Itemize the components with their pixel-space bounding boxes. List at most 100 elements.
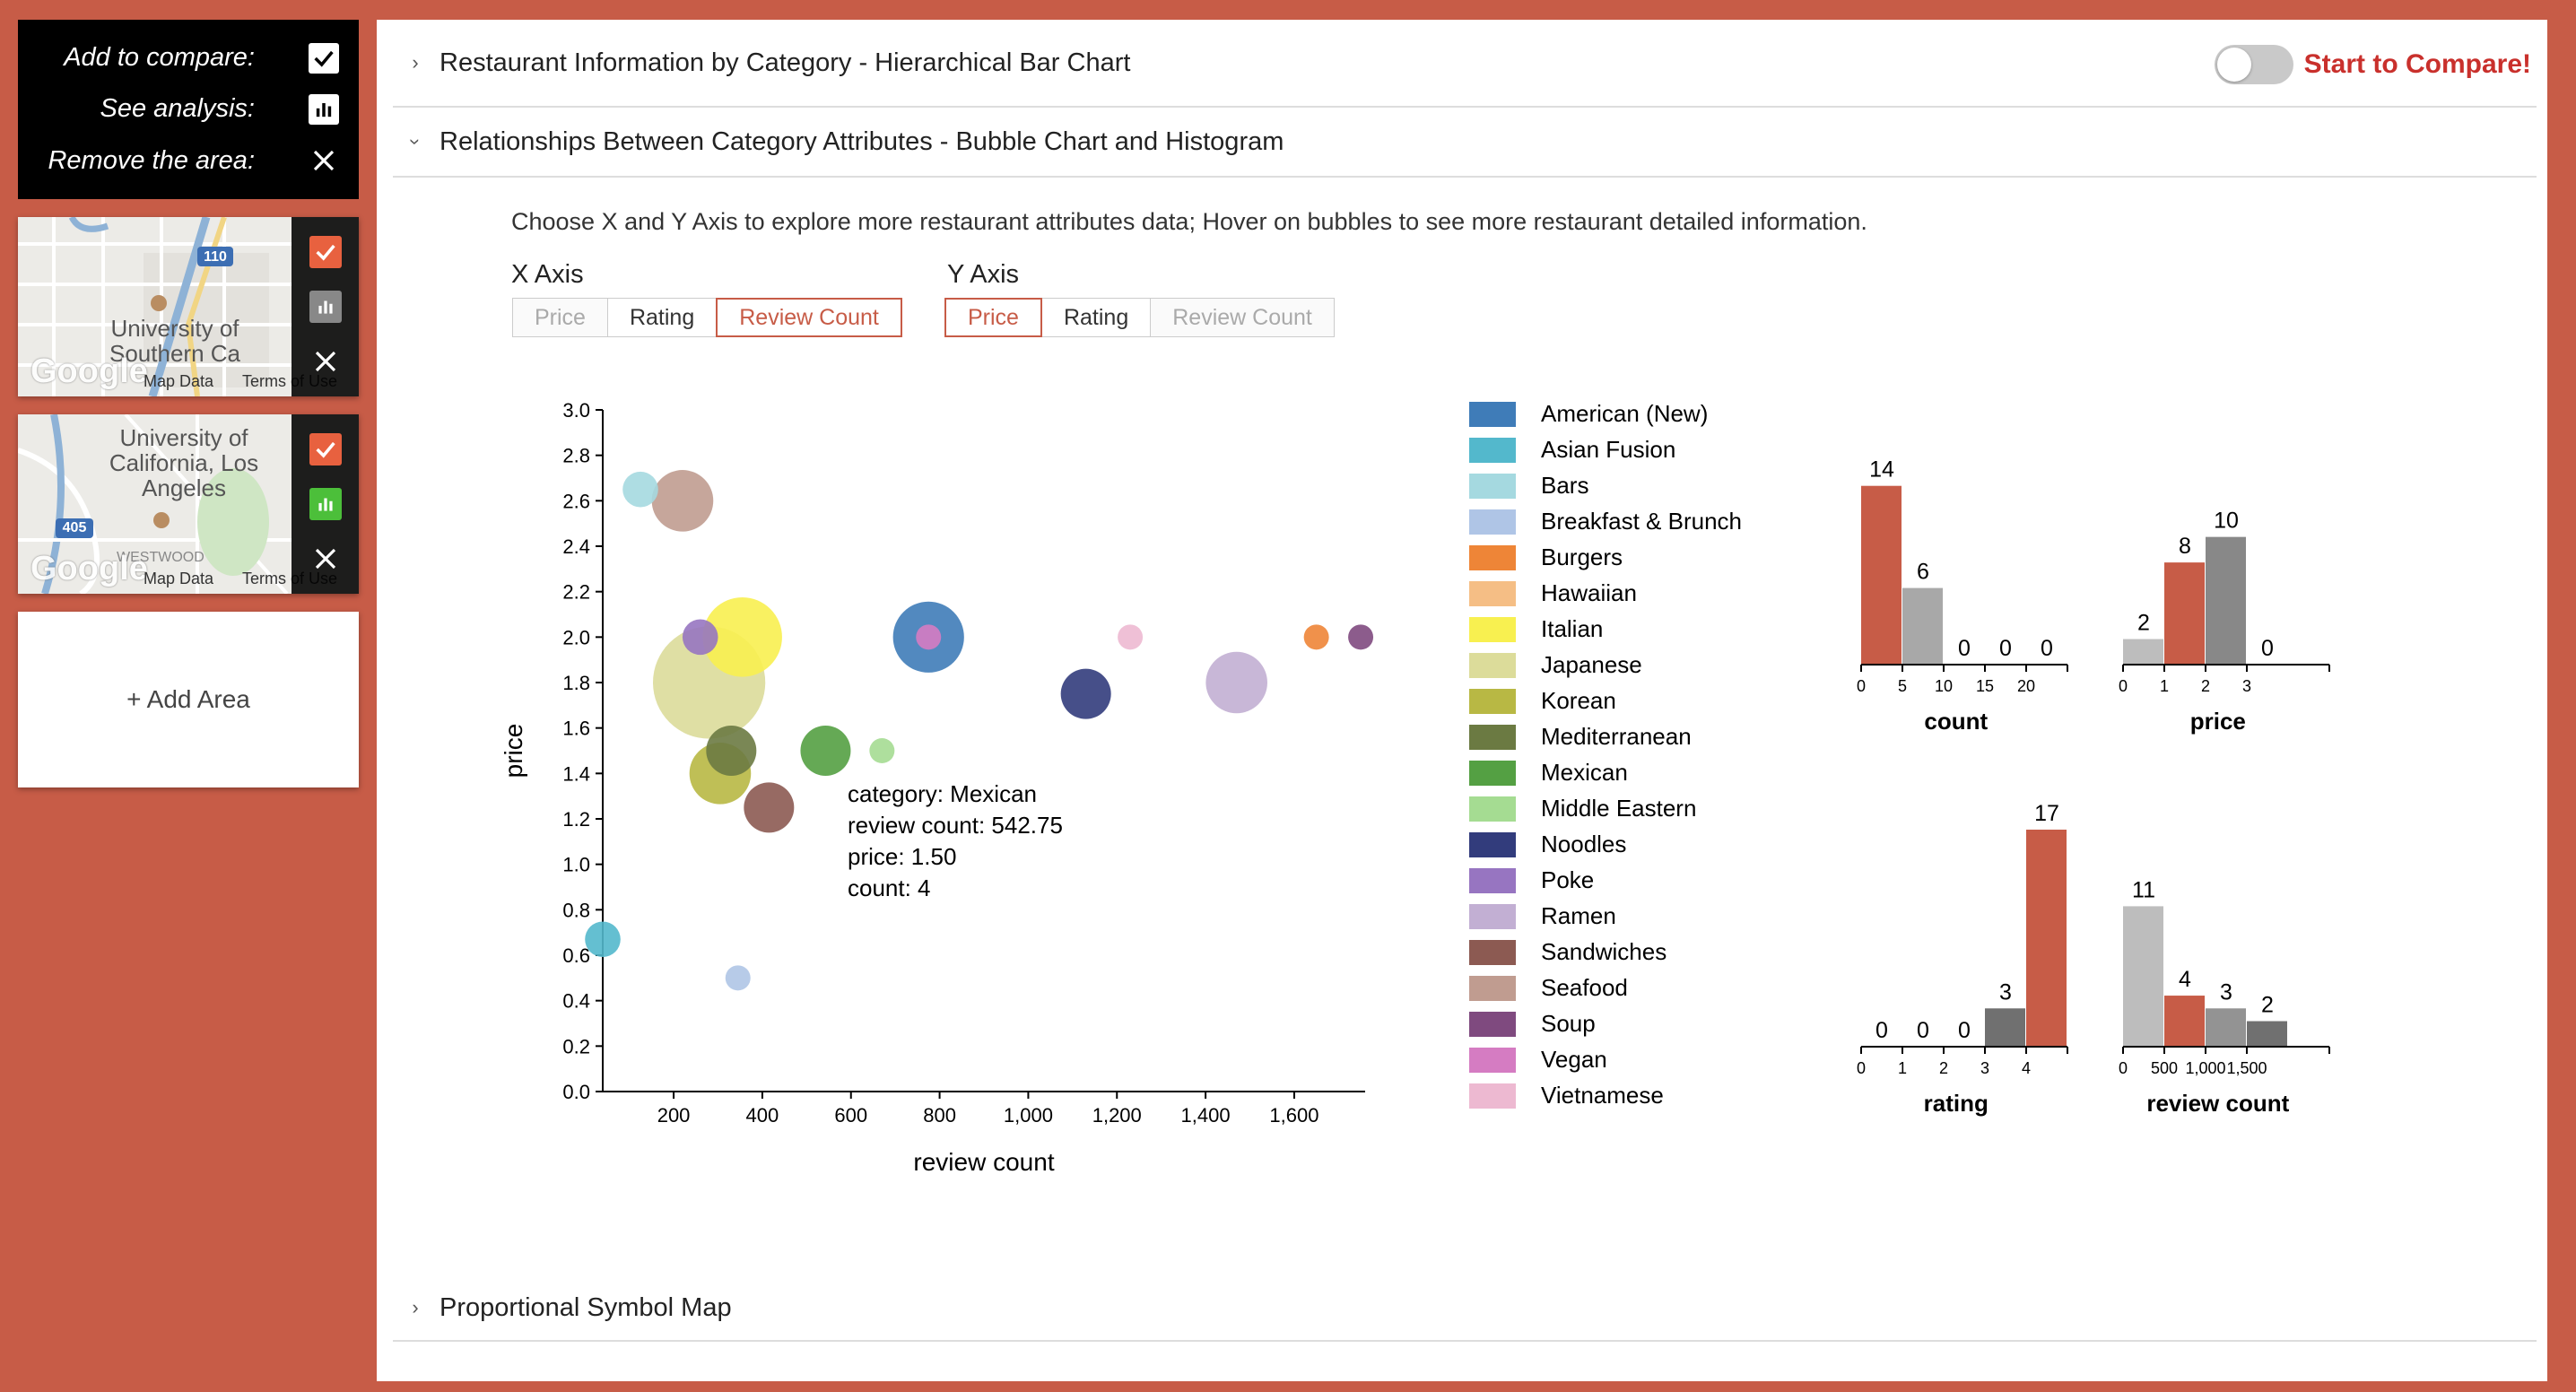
add-area-button[interactable]: + Add Area <box>18 612 359 787</box>
legend-swatch <box>1469 761 1516 786</box>
hist-tick-label: 20 <box>2017 677 2035 695</box>
legend-swatch <box>1469 617 1516 642</box>
hist-value-label: 0 <box>1875 1018 1888 1043</box>
y-axis-option-rating[interactable]: Rating <box>1040 298 1152 337</box>
hist-tick-label: 2 <box>2201 677 2210 695</box>
bubble-ramen <box>1205 651 1267 714</box>
legend-swatch <box>1469 1012 1516 1037</box>
hist-value-label: 0 <box>1958 636 1971 661</box>
legend-swatch <box>1469 725 1516 750</box>
y-tick-label: 1.8 <box>562 672 590 694</box>
map-data-link[interactable]: Map Data <box>144 570 214 587</box>
compare-toggle[interactable] <box>2214 45 2293 84</box>
legend-label: Mediterranean <box>1541 723 1692 750</box>
y-tick-label: 1.4 <box>562 762 590 785</box>
map-data-link[interactable]: Map Data <box>144 372 214 390</box>
chevron-right-icon: › <box>412 1296 419 1318</box>
area-title: University of Southern Ca <box>109 315 240 367</box>
section-header-bar-chart[interactable]: › Restaurant Information by Category - H… <box>393 20 2537 108</box>
x-tick-label: 1,000 <box>1004 1104 1053 1127</box>
analysis-button[interactable] <box>309 487 342 520</box>
chevron-down-icon: › <box>405 138 427 145</box>
hist-value-label: 8 <box>2179 534 2191 559</box>
hist-bar <box>1902 587 1943 665</box>
y-tick-label: 1.0 <box>562 854 590 876</box>
y-tick-label: 3.0 <box>562 399 590 422</box>
hist-bar <box>2206 1008 2246 1047</box>
start-compare-label[interactable]: Start to Compare! <box>2303 49 2531 79</box>
section-header-bubble-chart[interactable]: › Relationships Between Category Attribu… <box>393 108 2537 178</box>
y-tick-label: 0.4 <box>562 990 590 1013</box>
map-thumbnail[interactable] <box>18 217 292 396</box>
legend-label: Noodles <box>1541 831 1626 857</box>
y-tick-label: 2.4 <box>562 535 590 558</box>
section-header-symbol-map[interactable]: › Proportional Symbol Map <box>393 1275 2537 1342</box>
legend-row-remove: Remove the area: <box>38 145 339 176</box>
compare-checkbox[interactable] <box>309 432 342 465</box>
bubble-noodles <box>1060 668 1111 719</box>
area-title: University of California, Los Angeles <box>109 424 259 501</box>
compare-checkbox[interactable] <box>309 235 342 268</box>
legend-swatch <box>1469 474 1516 499</box>
hist-tick-label: 3 <box>1980 1059 1989 1077</box>
y-axis-option-price[interactable]: Price <box>944 298 1042 337</box>
hist-value-label: 2 <box>2261 993 2274 1018</box>
remove-area-button[interactable] <box>309 345 342 378</box>
map-badge-405: 405 <box>62 520 87 535</box>
legend-label: Breakfast & Brunch <box>1541 508 1742 535</box>
hist-tick-label: 1 <box>2160 677 2169 695</box>
y-tick-label: 2.0 <box>562 626 590 648</box>
bubble-japanese <box>652 626 766 739</box>
hist-value-label: 14 <box>1869 457 1894 483</box>
legend-label: Soup <box>1541 1010 1596 1037</box>
legend-swatch <box>1469 796 1516 822</box>
hist-tick-label: 1,000 <box>2185 1059 2225 1077</box>
legend-label: Japanese <box>1541 651 1642 678</box>
bubble-vietnamese <box>1118 624 1144 650</box>
bubble-seafood <box>651 470 714 532</box>
hist-tick-label: 0 <box>2119 1059 2128 1077</box>
legend-swatch <box>1469 868 1516 893</box>
legend-label: Italian <box>1541 615 1603 642</box>
y-tick-label: 2.8 <box>562 445 590 467</box>
hist-bar <box>2206 536 2246 665</box>
legend-swatch <box>1469 402 1516 427</box>
tooltip-review-count: review count: 542.75 <box>848 812 1063 839</box>
x-axis-option-rating[interactable]: Rating <box>606 298 718 337</box>
map-thumbnail[interactable] <box>18 414 292 594</box>
legend-swatch <box>1469 581 1516 606</box>
hist-tick-label: 5 <box>1898 677 1907 695</box>
legend-label: Poke <box>1541 866 1594 893</box>
bubble-burgers <box>1303 624 1329 650</box>
x-axis-option-price: Price <box>512 298 608 337</box>
bubble-mexican <box>800 726 851 776</box>
analysis-button[interactable] <box>309 290 342 323</box>
legend-swatch <box>1469 976 1516 1001</box>
bubble-soup <box>1348 624 1374 650</box>
hist-value-label: 0 <box>2041 636 2053 661</box>
instruction-text: Choose X and Y Axis to explore more rest… <box>511 208 1867 235</box>
hist-value-label: 4 <box>2179 967 2191 992</box>
legend-label: Burgers <box>1541 544 1623 570</box>
hist-bar <box>2123 639 2163 665</box>
area-card-ucla[interactable]: 405 University of California, Los Angele… <box>18 414 359 594</box>
bubble-mediterranean <box>706 726 757 776</box>
legend-swatch <box>1469 438 1516 463</box>
remove-area-label: Remove the area: <box>48 145 255 175</box>
legend-label: Mexican <box>1541 759 1628 786</box>
legend-label: Middle Eastern <box>1541 795 1696 822</box>
y-tick-label: 0.8 <box>562 899 590 921</box>
remove-area-button[interactable] <box>309 543 342 575</box>
y-tick-label: 0.6 <box>562 944 590 967</box>
x-tick-label: 1,600 <box>1269 1104 1318 1127</box>
x-axis-option-review-count[interactable]: Review Count <box>716 298 902 337</box>
hist-tick-label: 1,500 <box>2226 1059 2267 1077</box>
bubble-asian-fusion <box>585 921 621 958</box>
y-axis-buttons: Price Rating Review Count <box>944 298 1335 337</box>
x-tick-label: 800 <box>923 1104 956 1127</box>
tooltip-category: category: Mexican <box>848 780 1037 807</box>
legend-swatch <box>1469 904 1516 929</box>
toggle-knob <box>2216 48 2251 82</box>
area-card-usc[interactable]: 110 University of Southern Ca Google Map… <box>18 217 359 396</box>
legend-label: Ramen <box>1541 902 1616 929</box>
